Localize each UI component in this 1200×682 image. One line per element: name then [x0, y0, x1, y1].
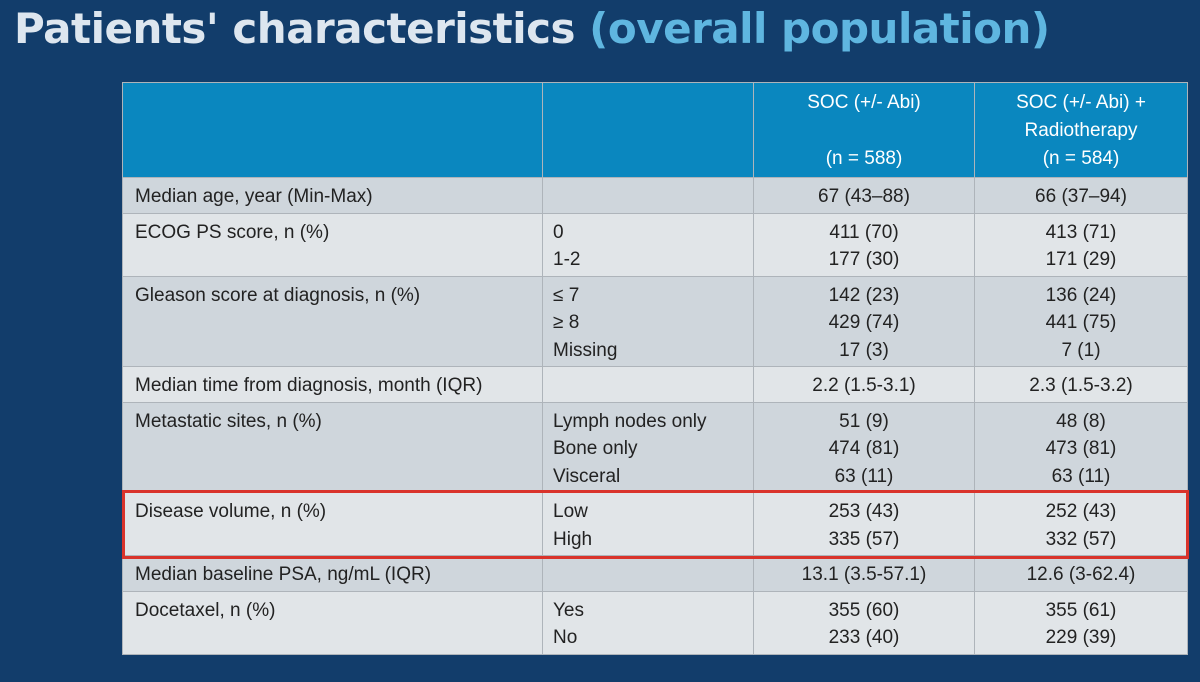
cell-soc-radiotherapy-value: 252 (43) [1045, 501, 1117, 522]
cell-soc-value: 17 (3) [839, 339, 889, 361]
header-socrt-line1: SOC (+/- Abi) + [1016, 92, 1146, 113]
cell-soc: 253 (43) 335 (57) [753, 492, 975, 556]
row-label: ECOG PS score, n (%) [122, 212, 543, 277]
cell-soc-radiotherapy-value: 441 (75) [1045, 312, 1117, 333]
row-category-value [553, 183, 743, 211]
row-category-value: Lymph nodes only [553, 410, 707, 432]
row-category-value: High [553, 528, 593, 550]
cell-soc-value: 2.2 (1.5-3.1) [812, 375, 916, 396]
cell-soc: 355 (60) 233 (40) [753, 590, 975, 655]
row-category-value [553, 561, 743, 589]
row-label: Median age, year (Min-Max) [122, 177, 543, 214]
cell-soc-value: 253 (43) [828, 501, 900, 522]
cell-soc-value: 335 (57) [828, 528, 900, 550]
table-row: ECOG PS score, n (%) 0 1-2 411 (70) 177 (30)… [122, 212, 1188, 277]
cell-soc-radiotherapy-value: 7 (1) [1061, 339, 1101, 361]
cell-soc-radiotherapy-value: 171 (29) [1045, 249, 1117, 270]
cell-soc-radiotherapy-value: 66 (37–94) [1035, 186, 1127, 207]
cell-soc-radiotherapy: 413 (71) 171 (29) [974, 212, 1188, 277]
table-header-row: SOC (+/- Abi) (n = 588) SOC (+/- Abi) + … [122, 82, 1188, 178]
table-row: Metastatic sites, n (%) Lymph nodes only B… [122, 401, 1188, 493]
row-category-value: Missing [553, 339, 618, 361]
table-row: Docetaxel, n (%) Yes No 355 (60) 233 (40) 355… [122, 590, 1188, 655]
cell-soc-value: 51 (9) [839, 410, 889, 432]
cell-soc-radiotherapy-value: 48 (8) [1056, 410, 1106, 432]
row-category: Low High [542, 492, 754, 556]
cell-soc-radiotherapy-value: 136 (24) [1045, 284, 1117, 306]
cell-soc-value: 177 (30) [828, 249, 900, 270]
cell-soc-radiotherapy: 48 (8) 473 (81) 63 (11) [974, 401, 1188, 493]
header-cell-soc-radiotherapy: SOC (+/- Abi) + Radiotherapy (n = 584) [974, 82, 1188, 178]
cell-soc-value: 355 (60) [828, 599, 900, 621]
cell-soc-value: 67 (43–88) [818, 186, 910, 207]
cell-soc-radiotherapy: 2.3 (1.5-3.2) [974, 366, 1188, 403]
cell-soc-radiotherapy-value: 413 (71) [1045, 221, 1117, 243]
header-socrt-line3: (n = 584) [1042, 148, 1120, 169]
slide-title: Patients' characteristics (overall popul… [14, 4, 1050, 53]
table-row: Median baseline PSA, ng/mL (IQR) 13.1 (3… [122, 555, 1188, 592]
cell-soc-radiotherapy-value: 355 (61) [1045, 599, 1117, 621]
cell-soc-radiotherapy-value: 12.6 (3-62.4) [1026, 564, 1136, 585]
table-row: Median age, year (Min-Max) 67 (43–88) 66 … [122, 177, 1188, 214]
cell-soc-value: 13.1 (3.5-57.1) [801, 564, 927, 585]
row-category-value: 0 [553, 221, 564, 243]
row-category-value: Bone only [553, 438, 638, 459]
table-row: Median time from diagnosis, month (IQR) … [122, 366, 1188, 403]
slide-title-main: Patients' characteristics [14, 4, 576, 53]
row-category: ≤ 7 ≥ 8 Missing [542, 275, 754, 367]
header-cell-soc: SOC (+/- Abi) (n = 588) [753, 82, 975, 178]
cell-soc: 67 (43–88) [753, 177, 975, 214]
cell-soc-radiotherapy-value: 473 (81) [1045, 438, 1117, 459]
row-category [542, 177, 754, 214]
cell-soc-value: 142 (23) [828, 284, 900, 306]
slide-title-accent: (overall population) [589, 4, 1050, 53]
row-label: Median baseline PSA, ng/mL (IQR) [122, 555, 543, 592]
row-category-value: ≤ 7 [553, 284, 580, 306]
cell-soc-radiotherapy-value: 229 (39) [1045, 627, 1117, 648]
characteristics-table: SOC (+/- Abi) (n = 588) SOC (+/- Abi) + … [122, 82, 1188, 655]
header-cell-category [542, 82, 754, 178]
cell-soc-radiotherapy: 12.6 (3-62.4) [974, 555, 1188, 592]
cell-soc: 13.1 (3.5-57.1) [753, 555, 975, 592]
row-category-value: Visceral [553, 465, 621, 487]
row-category: Lymph nodes only Bone only Visceral [542, 401, 754, 493]
cell-soc-value: 63 (11) [834, 465, 894, 487]
row-category-value: No [553, 627, 578, 648]
row-category [542, 555, 754, 592]
row-category-value: ≥ 8 [553, 312, 580, 333]
cell-soc-value: 429 (74) [828, 312, 900, 333]
row-label: Median time from diagnosis, month (IQR) [122, 366, 543, 403]
cell-soc-radiotherapy: 355 (61) 229 (39) [974, 590, 1188, 655]
cell-soc: 2.2 (1.5-3.1) [753, 366, 975, 403]
header-soc-line1: SOC (+/- Abi) [807, 92, 921, 113]
header-soc-line2: (n = 588) [825, 148, 903, 169]
row-label: Gleason score at diagnosis, n (%) [122, 275, 543, 367]
header-cell-characteristic [122, 82, 543, 178]
cell-soc: 142 (23) 429 (74) 17 (3) [753, 275, 975, 367]
cell-soc: 51 (9) 474 (81) 63 (11) [753, 401, 975, 493]
cell-soc-radiotherapy-value: 63 (11) [1051, 465, 1111, 487]
cell-soc: 411 (70) 177 (30) [753, 212, 975, 277]
row-category-value [553, 372, 743, 400]
table-row: Disease volume, n (%) Low High 253 (43) 335 … [122, 492, 1188, 556]
cell-soc-radiotherapy: 136 (24) 441 (75) 7 (1) [974, 275, 1188, 367]
cell-soc-radiotherapy: 66 (37–94) [974, 177, 1188, 214]
row-category-value: 1-2 [553, 249, 581, 270]
row-label: Metastatic sites, n (%) [122, 401, 543, 493]
row-label: Disease volume, n (%) [122, 492, 543, 556]
cell-soc-radiotherapy-value: 2.3 (1.5-3.2) [1029, 375, 1133, 396]
row-category: Yes No [542, 590, 754, 655]
cell-soc-radiotherapy: 252 (43) 332 (57) [974, 492, 1188, 556]
row-category [542, 366, 754, 403]
cell-soc-value: 474 (81) [828, 438, 900, 459]
cell-soc-value: 233 (40) [828, 627, 900, 648]
header-socrt-line2: Radiotherapy [1024, 120, 1138, 141]
row-category: 0 1-2 [542, 212, 754, 277]
row-category-value: Yes [553, 599, 584, 621]
table-row: Gleason score at diagnosis, n (%) ≤ 7 ≥ 8 M… [122, 275, 1188, 367]
row-category-value: Low [553, 501, 588, 522]
cell-soc-value: 411 (70) [829, 221, 899, 243]
cell-soc-radiotherapy-value: 332 (57) [1045, 528, 1117, 550]
row-label: Docetaxel, n (%) [122, 590, 543, 655]
